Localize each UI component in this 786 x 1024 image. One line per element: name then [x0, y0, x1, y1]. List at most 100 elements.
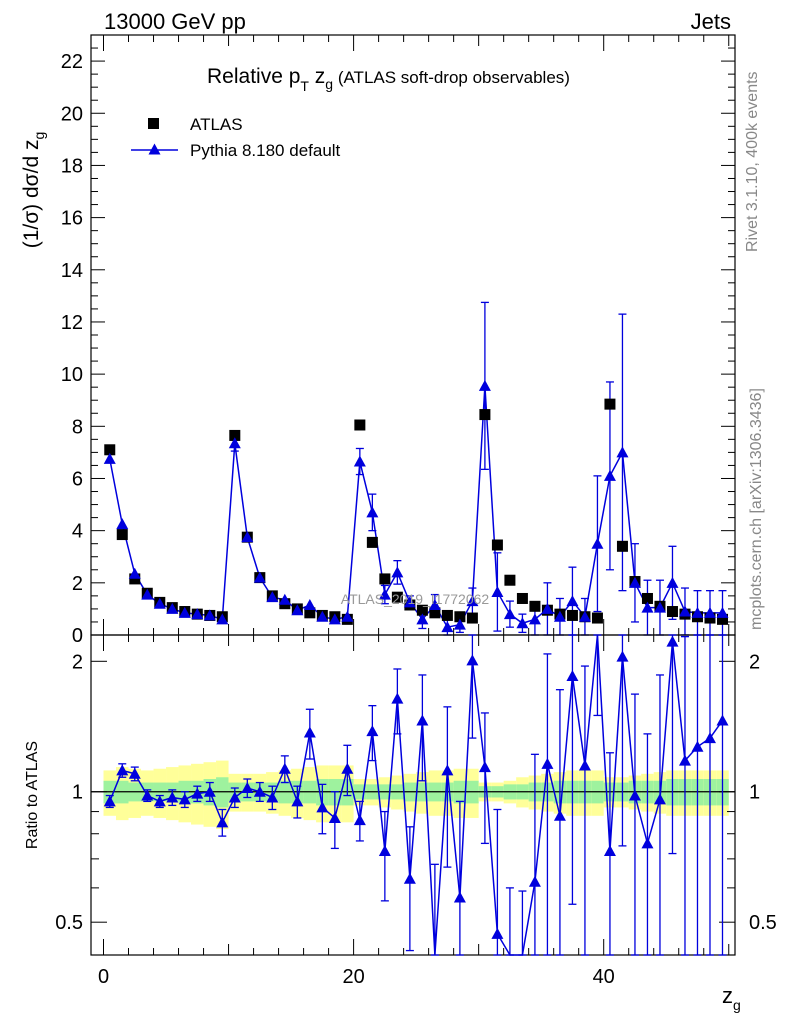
ratio-mc-point: [166, 791, 179, 803]
main-y-tick-label: 20: [61, 103, 83, 125]
ratio-mc-point: [391, 692, 404, 704]
ratio-mc-point: [716, 714, 729, 726]
mc-data-point: [553, 610, 566, 622]
ratio-y-tick-label: 0.5: [55, 912, 83, 934]
mc-data-point: [291, 604, 304, 616]
mc-data-point: [353, 455, 366, 467]
ratio-mc-point: [541, 757, 554, 769]
ratio-mc-point: [528, 875, 541, 887]
atlas-data-point: [416, 604, 428, 616]
ratio-mc-point: [678, 754, 691, 766]
mc-data-point: [316, 610, 329, 622]
ratio-mc-point: [578, 759, 591, 771]
mc-data-point: [366, 506, 379, 518]
mc-data-point: [141, 588, 154, 600]
mc-data-point: [666, 576, 679, 588]
mc-data-point: [216, 613, 229, 625]
main-y-tick-label: 10: [61, 364, 83, 386]
ratio-mc-point: [203, 785, 216, 797]
main-y-tick-label: 0: [72, 625, 83, 647]
mc-data-point: [428, 599, 441, 610]
atlas-data-point: [704, 612, 716, 624]
atlas-data-point: [116, 529, 128, 541]
mc-data-point: [241, 531, 254, 543]
mc-data-point: [116, 518, 129, 530]
ratio-mc-point: [253, 785, 266, 797]
mc-data-point: [503, 608, 516, 620]
mc-data-point: [191, 608, 204, 620]
ratio-panel: 0 20 40 0.5 0.5 1 1 2 2: [55, 634, 777, 988]
mc-data-point: [166, 602, 179, 614]
atlas-data-point: [454, 611, 466, 623]
title-mid: z: [309, 65, 325, 88]
ratio-mc-point: [103, 795, 116, 807]
mc-data-point: [616, 446, 629, 458]
title-post: (ATLAS soft-drop observables): [333, 68, 570, 87]
ratio-mc-point: [128, 767, 141, 779]
main-y-tick-label: 22: [61, 51, 83, 73]
ratio-mc-point: [303, 726, 316, 738]
ratio-mc-point: [366, 725, 379, 737]
y-label-sub: g: [31, 132, 47, 140]
main-y-tick-label: 12: [61, 312, 83, 334]
ratio-mc-point: [603, 844, 616, 856]
mc-data-point: [266, 591, 279, 603]
main-frame: [90, 34, 736, 636]
mc-data-point: [303, 599, 316, 610]
ratio-y-axis-label: Ratio to ATLAS: [24, 741, 41, 849]
atlas-data-point: [666, 606, 678, 618]
mc-data-point: [203, 609, 216, 621]
ratio-mc-point: [353, 814, 366, 826]
atlas-data-point: [429, 607, 441, 619]
ratio-mc-point: [228, 791, 241, 803]
atlas-data-point: [304, 607, 316, 619]
ratio-mc-point: [416, 714, 429, 726]
side-label-mcplots: mcplots.cern.ch [arXiv:1306.3436]: [748, 388, 765, 630]
atlas-data-point: [566, 609, 578, 621]
title-sub1: T: [300, 78, 309, 94]
ratio-mc-point: [566, 669, 579, 681]
main-y-tick-label: 8: [72, 416, 83, 438]
header-left-label: 13000 GeV pp: [104, 9, 246, 34]
ratio-mc-point: [316, 801, 329, 813]
ratio-mc-point: [641, 837, 654, 849]
mc-data-point: [403, 596, 416, 608]
mc-data-point: [153, 597, 166, 609]
mc-data-point: [441, 621, 454, 633]
mc-data-point: [716, 606, 729, 618]
ratio-mc-point: [466, 654, 479, 666]
main-y-axis-label: (1/σ) dσ/d zg: [20, 132, 47, 249]
ratio-y-tick-label-right: 0.5: [749, 912, 777, 934]
ratio-y-tick-label-right: 1: [749, 782, 760, 804]
legend-atlas-label: ATLAS: [190, 115, 243, 134]
ratio-mc-point: [403, 872, 416, 884]
atlas-data-point: [366, 536, 378, 548]
ratio-mc-point: [378, 844, 391, 856]
atlas-data-point: [441, 609, 453, 621]
atlas-data-point: [591, 612, 603, 624]
mc-data-point: [491, 585, 504, 597]
atlas-data-point: [354, 419, 366, 431]
mc-data-point: [328, 613, 341, 625]
mc-data-point: [416, 613, 429, 625]
atlas-data-point: [616, 540, 628, 552]
main-panel: 0 2 4 6 8 10 12 14 16 18 20 22: [61, 34, 736, 647]
mc-data-point: [653, 601, 666, 613]
atlas-data-point: [104, 444, 116, 456]
mc-data-point: [278, 593, 291, 605]
header-right-label: Jets: [691, 9, 731, 34]
ratio-mc-point: [478, 761, 491, 773]
mc-data-point: [578, 610, 591, 622]
ratio-frame: [90, 634, 736, 956]
ratio-mc-point: [291, 795, 304, 807]
legend-mc-marker: [148, 143, 161, 155]
ratio-mc-point: [553, 809, 566, 821]
mc-data-point: [128, 567, 141, 579]
ratio-y-tick-label: 1: [72, 782, 83, 804]
main-title: Relative pT zg (ATLAS soft-drop observab…: [207, 65, 570, 94]
ratio-mc-point: [141, 789, 154, 801]
atlas-data-point: [641, 592, 653, 604]
ratio-mc-point: [628, 789, 641, 801]
atlas-data-point: [516, 592, 528, 604]
